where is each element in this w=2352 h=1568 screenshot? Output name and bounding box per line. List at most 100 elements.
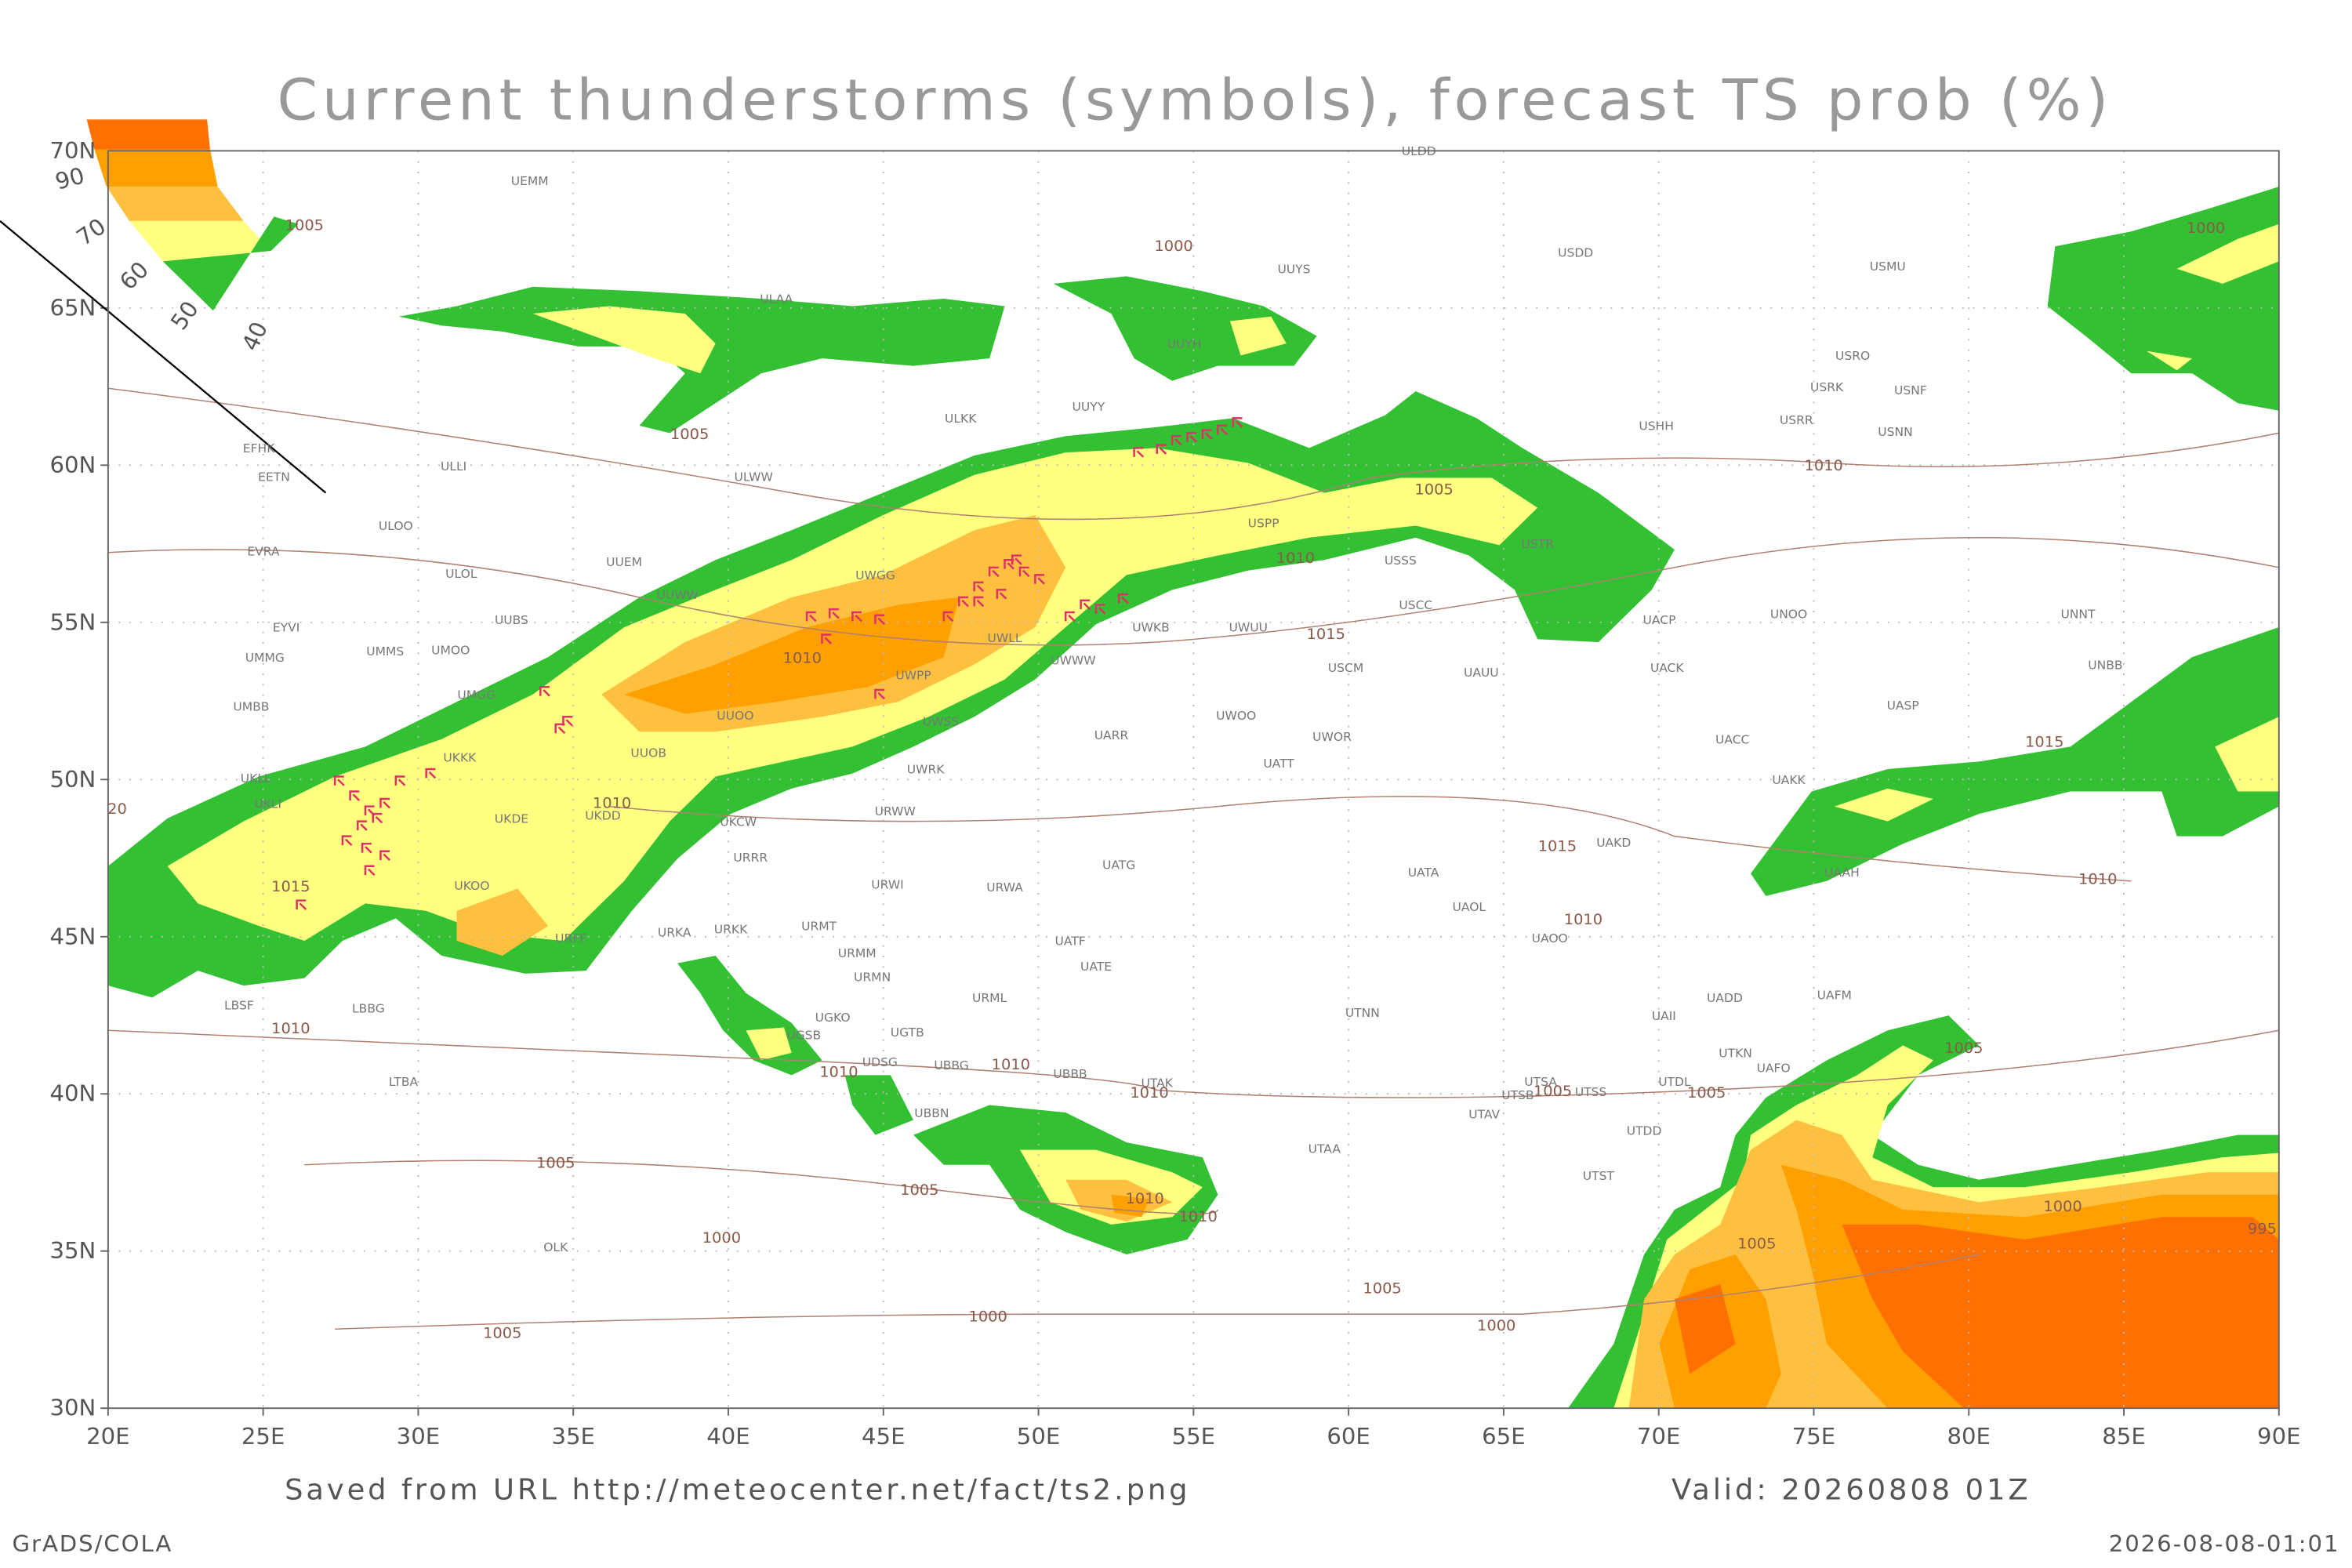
station-label: UKKK xyxy=(443,751,477,765)
station-label: ULOL xyxy=(445,567,477,581)
station-label: ULWW xyxy=(735,470,773,484)
station-label: ULKK xyxy=(945,412,977,426)
thunderstorm-symbol xyxy=(821,633,833,644)
thunderstorm-symbol xyxy=(539,685,550,697)
station-label: UMMS xyxy=(366,644,404,659)
station-label: UNOO xyxy=(1770,608,1807,622)
prob-area xyxy=(1751,627,2279,896)
prob-area xyxy=(1674,1217,2279,1409)
prob-area xyxy=(746,1027,792,1061)
isobar xyxy=(335,1254,1980,1330)
isobar-label: 1010 xyxy=(1178,1207,1217,1225)
isobar-label: 20 xyxy=(107,800,127,818)
station-label: UWOO xyxy=(1216,709,1256,723)
legend-swatch xyxy=(94,149,218,187)
thunderstorm-symbol xyxy=(372,812,383,824)
legend-swatch xyxy=(106,187,244,221)
station-label: UBBB xyxy=(1053,1067,1087,1081)
station-label: UNBB xyxy=(2088,658,2122,672)
station-label: UUOB xyxy=(630,746,666,760)
isobar-label: 1005 xyxy=(670,425,709,443)
station-label: UACP xyxy=(1643,613,1676,627)
prob-area xyxy=(624,597,960,714)
station-label: UMOO xyxy=(431,643,470,657)
lat-label: 70N xyxy=(49,137,96,164)
station-label: URWI xyxy=(871,877,903,891)
thunderstorm-symbol xyxy=(1201,429,1213,440)
station-label: USSS xyxy=(1385,554,1417,568)
thunderstorm-symbol xyxy=(1117,593,1129,604)
station-label: USNN xyxy=(1878,425,1912,439)
station-label: UUYS xyxy=(1277,263,1310,277)
lon-label: 85E xyxy=(2102,1423,2145,1450)
station-label: URMT xyxy=(801,920,837,934)
isobar-label: 1000 xyxy=(702,1229,741,1247)
station-label: USDD xyxy=(1558,246,1593,260)
station-label: UATT xyxy=(1263,757,1294,771)
station-label: UGSB xyxy=(786,1029,821,1043)
isobar-label: 1000 xyxy=(2187,219,2225,237)
isobar-label: 1005 xyxy=(1363,1279,1401,1298)
station-label: UACK xyxy=(1650,661,1685,675)
station-label: EVRA xyxy=(247,545,280,559)
thunderstorm-symbol xyxy=(394,775,406,786)
station-label: UTST xyxy=(1583,1169,1615,1183)
station-label: UWKB xyxy=(1132,621,1170,635)
station-label: UTDL xyxy=(1658,1075,1691,1089)
station-label: UWGG xyxy=(855,568,895,583)
station-label: UATE xyxy=(1080,960,1112,974)
isobar-label: 995 xyxy=(2248,1220,2277,1238)
thunderstorm-symbol xyxy=(973,596,985,608)
footer-timestamp: 2026-08-08-01:01 xyxy=(2109,1530,2340,1557)
isobar-label: 1010 xyxy=(1564,910,1602,928)
thunderstorm-symbol xyxy=(1217,424,1228,436)
probability-fields xyxy=(107,187,2279,1409)
thunderstorm-symbol xyxy=(1171,434,1182,446)
station-label: UWSS xyxy=(923,715,959,729)
station-label: UWWW xyxy=(1051,654,1095,668)
prob-area xyxy=(2047,187,2279,411)
station-label: UBBG xyxy=(934,1058,968,1073)
station-label: UAUU xyxy=(1464,666,1499,680)
lon-label: 45E xyxy=(862,1423,905,1450)
prob-area xyxy=(1834,717,2279,822)
isobar-label: 1005 xyxy=(536,1154,575,1172)
station-label: UAFO xyxy=(1757,1062,1791,1076)
thunderstorm-symbol xyxy=(851,611,862,622)
station-label: ULLI xyxy=(441,459,466,474)
station-label: UTSS xyxy=(1575,1085,1607,1099)
prob-area xyxy=(1053,276,1317,381)
prob-area xyxy=(677,956,914,1135)
station-label: UTAA xyxy=(1308,1142,1341,1156)
thunderstorm-symbol xyxy=(1018,566,1030,578)
thunderstorm-symbol xyxy=(357,820,368,831)
thunderstorm-symbol xyxy=(1034,574,1045,585)
thunderstorm-symbol xyxy=(379,797,390,809)
station-label: LBBG xyxy=(352,1002,385,1016)
lon-label: 90E xyxy=(2257,1423,2300,1450)
lon-label: 70E xyxy=(1637,1423,1680,1450)
lon-label: 30E xyxy=(397,1423,440,1450)
isobar-label: 1015 xyxy=(1538,837,1577,855)
isobar-label: 1015 xyxy=(2025,733,2063,751)
station-label: ULOO xyxy=(379,519,413,533)
station-label: UEMM xyxy=(511,174,549,188)
thunderstorm-symbol xyxy=(942,611,954,622)
legend-swatch xyxy=(162,216,299,311)
station-label: UTSA xyxy=(1524,1075,1557,1089)
station-label: UKDD xyxy=(585,809,620,823)
station-label: URRR xyxy=(733,851,768,865)
station-label: UATA xyxy=(1408,866,1439,880)
isobar-label: 1005 xyxy=(285,216,324,234)
station-label: USCM xyxy=(1328,661,1363,675)
prob-area xyxy=(532,306,716,374)
station-label: USCC xyxy=(1399,598,1432,612)
thunderstorm-symbol xyxy=(1004,559,1015,570)
lon-label: 80E xyxy=(1947,1423,1991,1450)
isobar-label: 1010 xyxy=(992,1055,1030,1073)
station-label: UADD xyxy=(1707,991,1743,1005)
station-label: UTNN xyxy=(1345,1006,1380,1020)
station-label: USRR xyxy=(1780,413,1813,427)
station-label: UGTB xyxy=(891,1025,924,1040)
